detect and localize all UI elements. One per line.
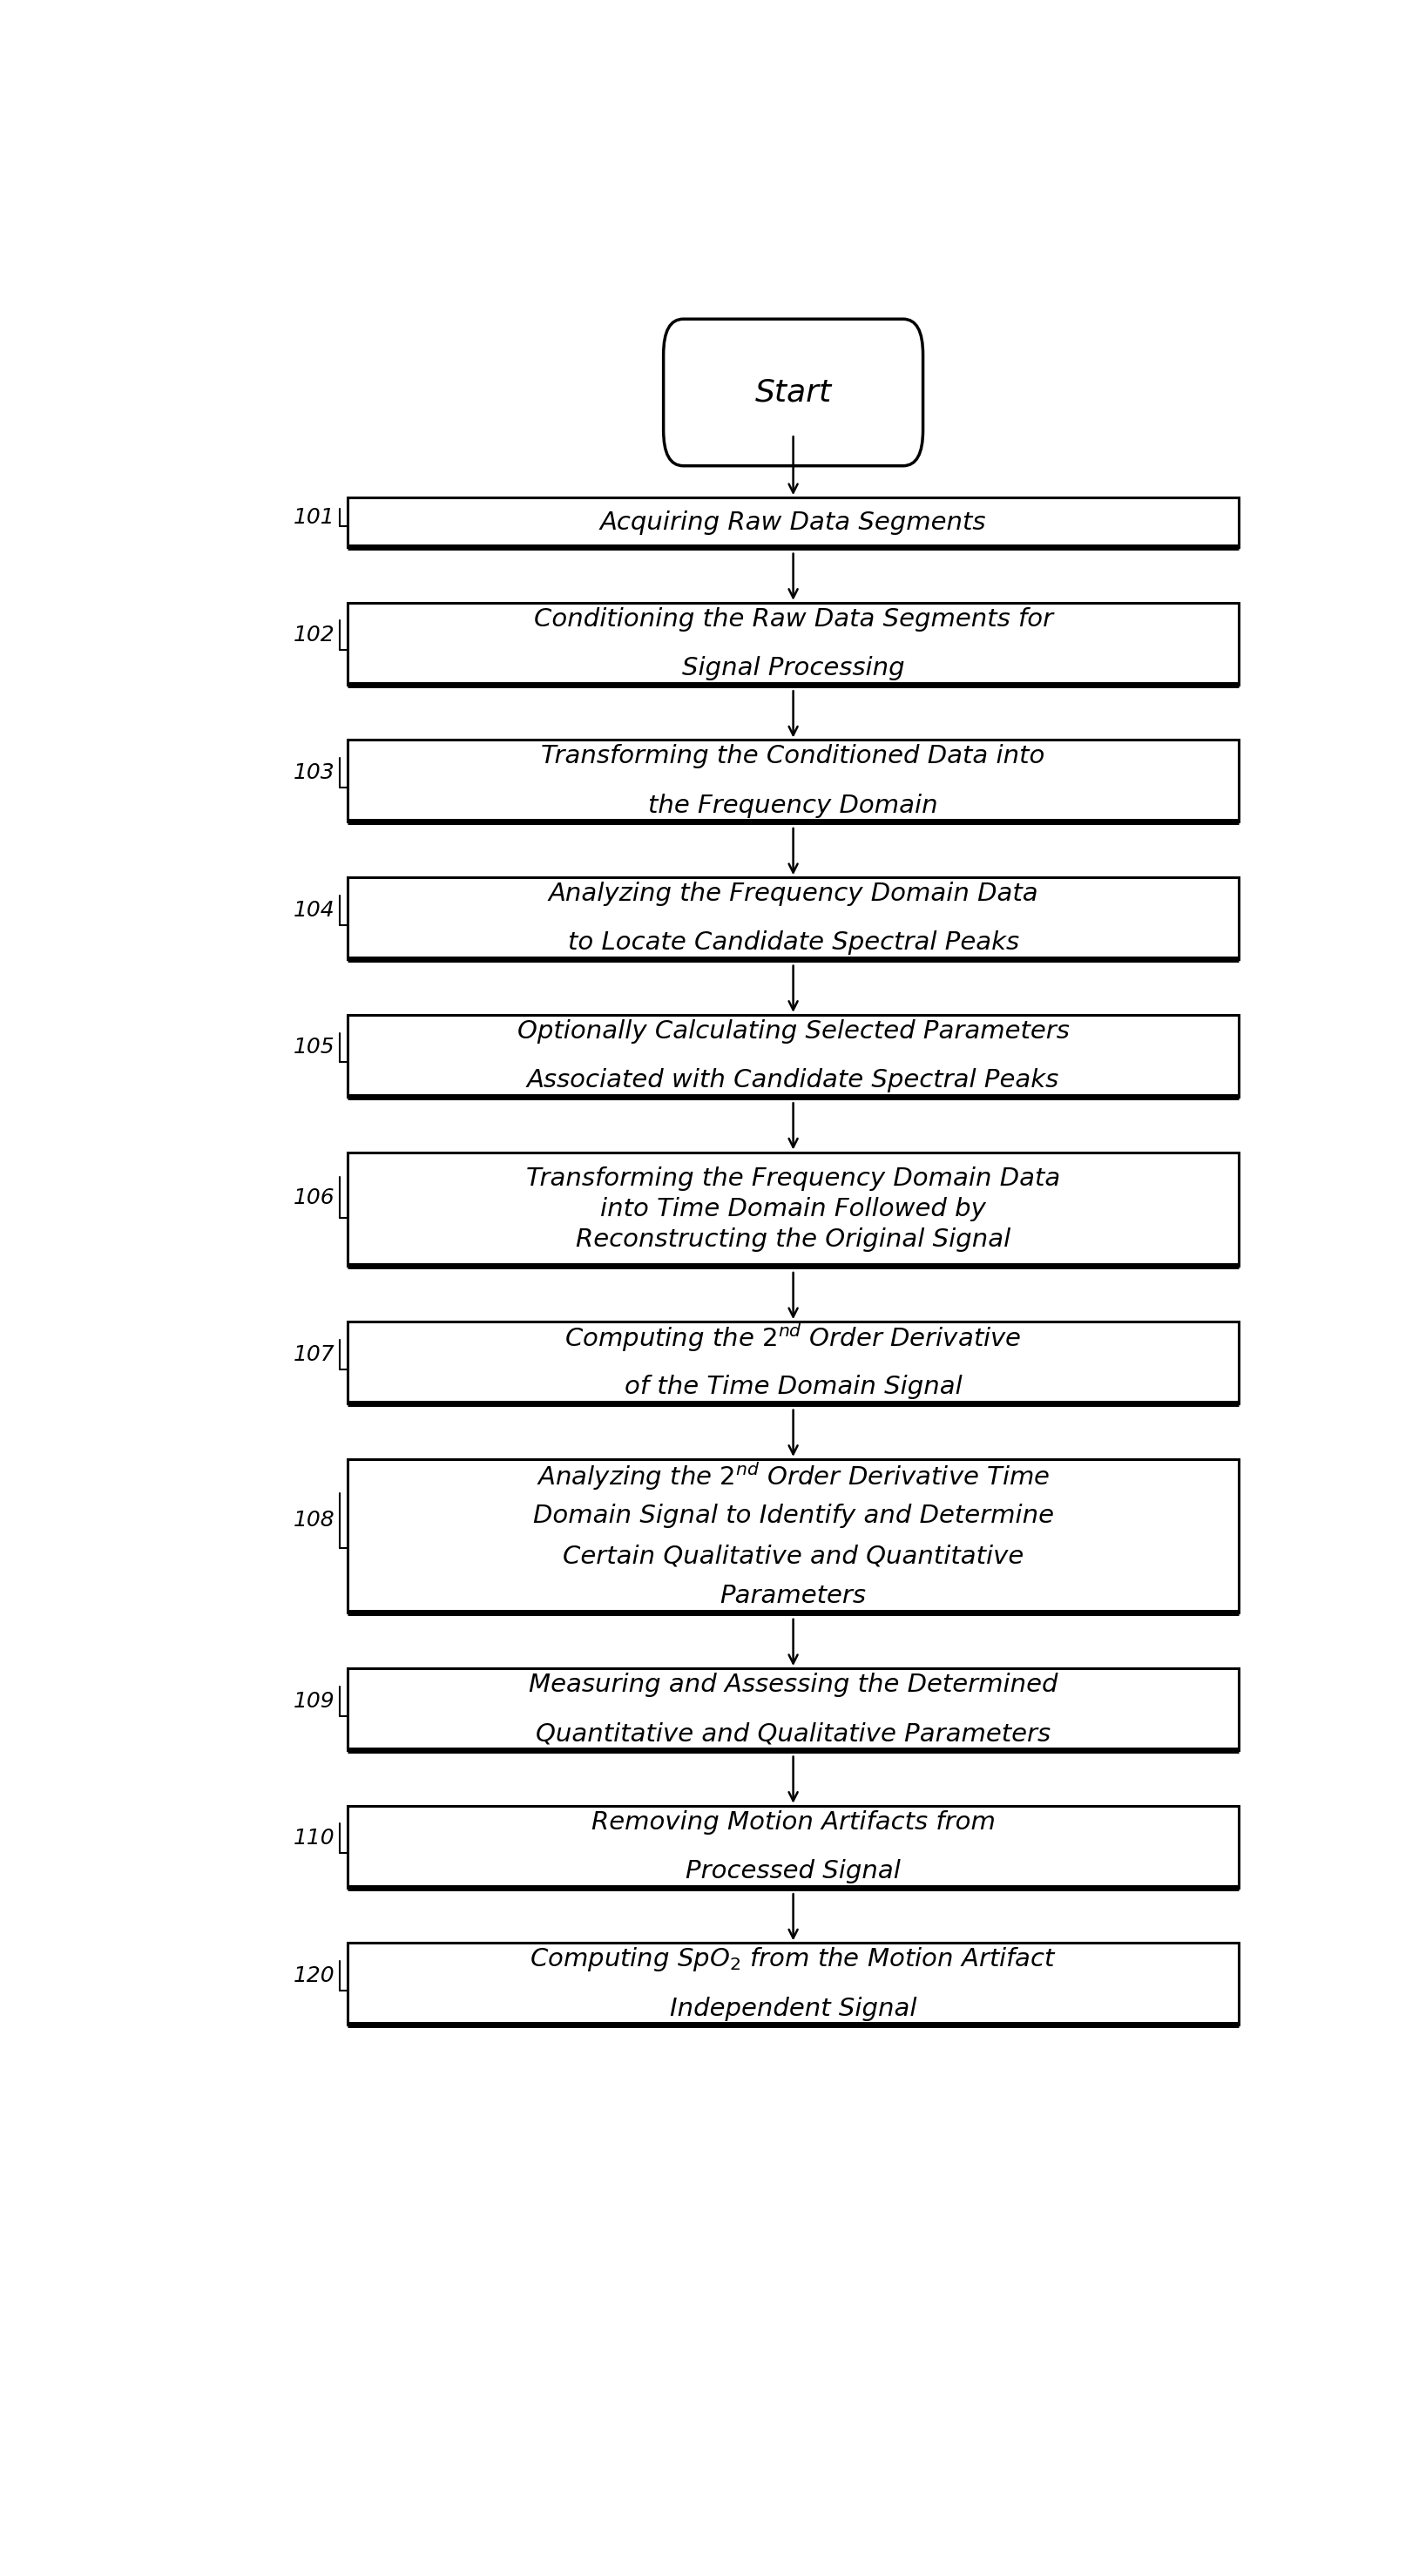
Text: Computing SpO$_2$ from the Motion Artifact: Computing SpO$_2$ from the Motion Artifa… (529, 1945, 1057, 1973)
Text: 110: 110 (294, 1829, 335, 1850)
Text: to Locate Candidate Spectral Peaks: to Locate Candidate Spectral Peaks (568, 930, 1019, 956)
Bar (348, 878, 1239, 958)
Text: Processed Signal: Processed Signal (685, 1860, 901, 1883)
Text: 106: 106 (294, 1188, 335, 1208)
Text: 104: 104 (294, 899, 335, 920)
Text: Measuring and Assessing the Determined: Measuring and Assessing the Determined (529, 1672, 1057, 1698)
Text: Independent Signal: Independent Signal (670, 1996, 917, 2020)
Text: of the Time Domain Signal: of the Time Domain Signal (624, 1376, 962, 1399)
Text: 108: 108 (294, 1510, 335, 1530)
FancyBboxPatch shape (664, 319, 922, 466)
Bar (348, 1458, 1239, 1613)
Bar (348, 1669, 1239, 1749)
Text: 105: 105 (294, 1038, 335, 1059)
Text: Analyzing the $2^{\mathit{nd}}$ Order Derivative Time: Analyzing the $2^{\mathit{nd}}$ Order De… (536, 1461, 1050, 1492)
Text: Domain Signal to Identify and Determine: Domain Signal to Identify and Determine (532, 1504, 1054, 1528)
Bar (348, 1151, 1239, 1267)
Text: Computing the $2^{\mathit{nd}}$ Order Derivative: Computing the $2^{\mathit{nd}}$ Order De… (565, 1321, 1022, 1355)
Text: 107: 107 (294, 1345, 335, 1365)
Text: 120: 120 (294, 1965, 335, 1986)
Text: 109: 109 (294, 1690, 335, 1710)
Bar (348, 1015, 1239, 1097)
Bar (348, 1942, 1239, 2025)
Text: Reconstructing the Original Signal: Reconstructing the Original Signal (576, 1229, 1010, 1252)
Text: 103: 103 (294, 762, 335, 783)
Text: Transforming the Conditioned Data into: Transforming the Conditioned Data into (541, 744, 1046, 768)
Text: Acquiring Raw Data Segments: Acquiring Raw Data Segments (600, 510, 986, 536)
Bar (348, 603, 1239, 685)
Text: Start: Start (755, 379, 832, 407)
Text: Signal Processing: Signal Processing (683, 657, 904, 680)
Bar (348, 739, 1239, 822)
Text: 102: 102 (294, 626, 335, 647)
Text: Transforming the Frequency Domain Data: Transforming the Frequency Domain Data (526, 1167, 1060, 1190)
Text: Associated with Candidate Spectral Peaks: Associated with Candidate Spectral Peaks (526, 1069, 1060, 1092)
Text: Conditioning the Raw Data Segments for: Conditioning the Raw Data Segments for (534, 608, 1053, 631)
Text: 101: 101 (294, 507, 335, 528)
Text: Optionally Calculating Selected Parameters: Optionally Calculating Selected Paramete… (517, 1020, 1070, 1043)
Text: Quantitative and Qualitative Parameters: Quantitative and Qualitative Parameters (536, 1721, 1050, 1747)
Text: Analyzing the Frequency Domain Data: Analyzing the Frequency Domain Data (548, 881, 1039, 907)
Text: Parameters: Parameters (719, 1584, 867, 1607)
Bar (348, 497, 1239, 546)
Text: Removing Motion Artifacts from: Removing Motion Artifacts from (592, 1811, 995, 1834)
Text: the Frequency Domain: the Frequency Domain (648, 793, 938, 817)
Text: into Time Domain Followed by: into Time Domain Followed by (600, 1198, 986, 1221)
Bar (348, 1321, 1239, 1404)
Text: Certain Qualitative and Quantitative: Certain Qualitative and Quantitative (563, 1543, 1023, 1569)
Bar (348, 1806, 1239, 1888)
